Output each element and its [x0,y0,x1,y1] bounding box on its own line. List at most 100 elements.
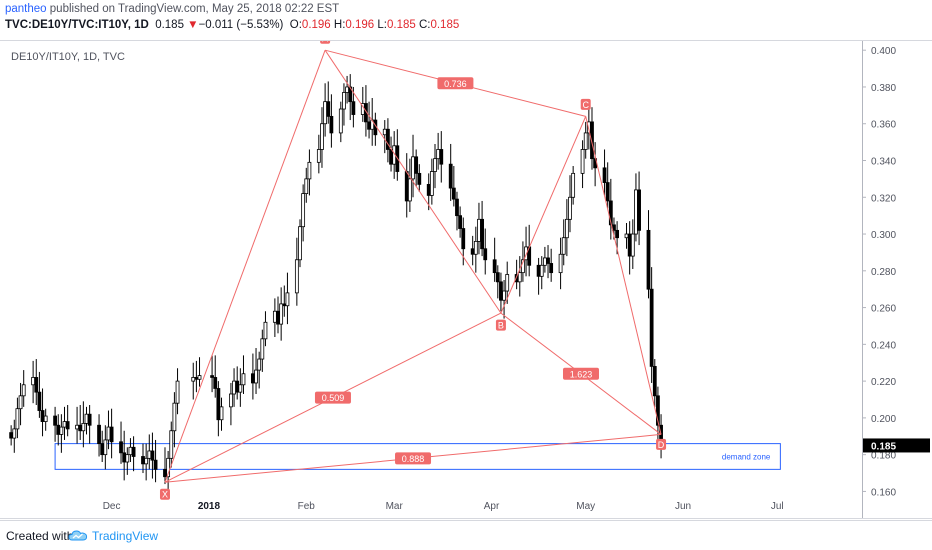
candle-body [342,92,346,110]
publish-info: pantheo published on TradingView.com, Ma… [5,3,339,15]
candle-body [34,377,39,393]
candle-body [542,257,547,266]
candle-body [65,421,70,430]
candle-body [131,446,136,457]
candle-body [470,248,475,255]
candle-body [9,432,14,439]
candle-body [558,253,563,274]
candle-body [109,426,114,443]
pivot-label: D [658,440,665,450]
candle-body [561,237,566,255]
candle-body [147,450,152,459]
x-tick-label: Mar [386,501,404,512]
candle-body [517,272,522,283]
candle-body [656,395,660,426]
close-label: C: [418,19,431,31]
open-value: 0.196 [301,19,331,31]
candle-body [615,229,619,239]
candle-body [492,259,497,274]
candle-body [407,178,412,202]
candle-body [235,380,240,393]
candle-body [59,426,64,435]
candle-body [320,123,324,150]
candle-body [125,454,130,463]
tradingview-brand[interactable]: TradingView [92,529,159,543]
candle-body [316,149,321,163]
candle-body [499,281,503,301]
candle-body [389,149,393,165]
candle-body [433,158,437,172]
candle-body [652,366,657,397]
candle-body [37,391,42,411]
candle-body [12,428,17,439]
x-tick-label: 2018 [198,501,221,512]
candle-body [229,393,233,408]
candle-body [367,121,371,130]
price-chart[interactable]: demand zone 0.509 0.736 1.623 0.888 X A B C D 0.… [0,41,932,519]
candle-body [417,172,422,185]
x-tick-label: Dec [103,501,121,512]
chart-area[interactable]: demand zone 0.509 0.736 1.623 0.888 X A B C D 0.… [0,40,932,520]
candle-body [122,452,127,463]
y-tick-label: 0.400 [871,46,896,57]
candle-body [18,395,23,410]
candle-body [326,101,331,117]
candle-body [272,310,277,323]
ratio-badge [314,391,351,404]
y-tick-label: 0.360 [871,120,896,131]
candle-body [285,292,290,307]
candle-body [502,290,506,301]
x-tick-label: Apr [484,501,500,512]
candle-body [172,402,177,432]
y-tick-label: 0.300 [871,230,896,241]
demand-zone-label: demand zone [722,452,771,461]
ratio-label: 0.509 [322,393,345,403]
candle-body [307,161,312,180]
candle-body [78,424,83,432]
candle-body [301,193,306,228]
candle-body [605,182,610,202]
candle-body [458,215,463,229]
tradingview-cloud-icon[interactable] [68,528,88,542]
last-price-badge [863,438,930,453]
ratio-label: 0.736 [444,79,467,89]
pivot-label: C [582,100,589,110]
ohlc-legend: TVC:DE10Y/TVC:IT10Y, 1D 0.185 ▼−0.011 (−… [5,19,459,31]
candle-body [382,128,387,136]
candle-body [263,321,268,340]
candle-body [351,101,356,115]
leg-ab [324,49,502,314]
pivot-badge [656,438,667,450]
candle-body [128,446,133,456]
candle-body [166,457,171,478]
last-price-label: 0.185 [871,441,896,452]
y-tick-label: 0.260 [871,304,896,315]
candle-body [282,303,287,307]
candle-body [461,228,466,250]
candle-body [191,377,196,382]
leg-cd [585,116,662,435]
candle-body [477,218,481,242]
harmonic-pattern[interactable]: 0.509 0.736 1.623 0.888 X A B C D [159,41,667,500]
candle-body [630,233,635,257]
candle-body [549,263,554,274]
pivot-badge [495,319,506,331]
candle-body [451,187,456,200]
candle-body [175,380,180,404]
candle-body [323,101,328,125]
close-value: 0.185 [430,19,460,31]
author-link[interactable]: pantheo [5,3,47,15]
candle-body [564,218,569,239]
y-tick-label: 0.240 [871,340,896,351]
candle-body [31,377,36,386]
candle-body [624,233,629,239]
candle-body [169,430,174,459]
candle-body [411,156,415,180]
candle-body [583,132,588,150]
y-tick-label: 0.160 [871,487,896,498]
candle-body [473,240,478,255]
candle-body [539,264,544,277]
candle-body [257,358,262,371]
candle-body [329,115,334,134]
candle-body [194,377,199,380]
